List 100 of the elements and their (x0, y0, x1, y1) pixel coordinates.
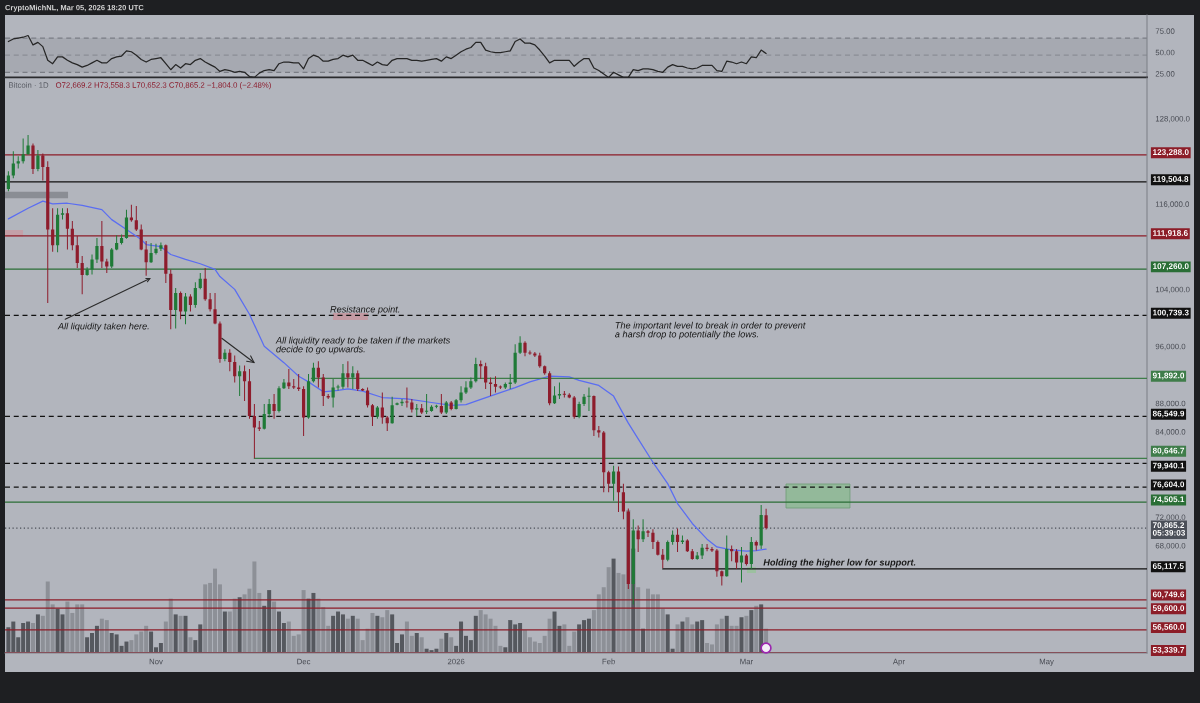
candlestick (159, 242, 163, 251)
candlestick (641, 519, 645, 542)
bar (473, 615, 478, 653)
bar (375, 615, 380, 653)
bar (311, 592, 316, 653)
bar (104, 620, 109, 653)
bar (85, 637, 90, 653)
bar (444, 632, 449, 653)
ref-line-label: 59,600.0 (1152, 605, 1185, 613)
ref-line-label: 107,260.0 (1153, 263, 1189, 271)
bar (739, 617, 744, 653)
annotation: All liquidity taken here. (57, 322, 149, 332)
candlestick (36, 149, 40, 172)
candlestick (646, 529, 650, 537)
annotation: All liquidity ready to be taken if the markets decide to go upwards. (275, 336, 451, 355)
bar (680, 621, 685, 653)
ref-line-label: 53,339.7 (1152, 646, 1185, 654)
ref-line-label: 86,549.9 (1152, 410, 1185, 418)
bar (547, 618, 552, 653)
bar (188, 637, 193, 653)
candlestick (60, 208, 65, 220)
bar (414, 632, 419, 653)
candlestick (533, 351, 537, 357)
bar (577, 624, 582, 653)
ref-line-label: 76,604.0 (1152, 481, 1185, 489)
ref-line-label: 60,749.6 (1152, 591, 1185, 599)
bar (562, 624, 567, 653)
bar (183, 615, 188, 653)
bar (754, 605, 759, 653)
candlestick (562, 391, 566, 398)
bar (749, 610, 754, 653)
bar (316, 598, 321, 653)
candlestick (26, 134, 30, 155)
bar (439, 638, 444, 653)
bar (724, 615, 729, 653)
ref-line-label: 119,504.8 (1153, 176, 1189, 184)
bar (237, 597, 242, 653)
bar (272, 601, 277, 653)
candlestick (154, 243, 158, 255)
candlestick (464, 381, 468, 394)
annotation: Holding the higher low for support. (763, 558, 916, 568)
annotation: Resistance point. (330, 305, 400, 315)
ref-line-label: 70,865.2 05:39:03 (1152, 522, 1186, 536)
candlestick (292, 379, 296, 389)
bar (744, 615, 749, 653)
ref-line-label: 74,505.1 (1152, 496, 1185, 504)
candlestick (582, 393, 586, 407)
ref-line-label: 111,918.6 (1153, 230, 1188, 238)
bar (149, 631, 154, 653)
candlestick (95, 238, 99, 264)
candlestick (405, 387, 409, 408)
bar (685, 617, 690, 653)
bar (719, 618, 724, 653)
bar (350, 615, 355, 653)
candlestick (459, 386, 463, 403)
bar (734, 625, 739, 653)
candlestick (277, 386, 281, 413)
bar (695, 621, 700, 653)
annotation: The important level to break in order to prevent a harsh drop to potentially the lows. (615, 321, 806, 340)
candlestick (587, 387, 591, 412)
bar (340, 614, 345, 653)
bar (345, 618, 350, 653)
candlestick (710, 546, 714, 552)
bar (158, 642, 163, 653)
candlestick (425, 393, 429, 414)
bar (168, 598, 173, 653)
bar (641, 628, 646, 653)
bar (370, 612, 375, 653)
bar (65, 601, 70, 653)
bar (419, 637, 424, 653)
bar (94, 625, 99, 653)
candlestick (518, 336, 522, 355)
ref-line-label: 79,940.1 (1152, 462, 1185, 470)
bar (449, 637, 454, 653)
bar (488, 618, 493, 653)
bar (35, 614, 40, 653)
bar (616, 572, 621, 653)
ref-line-label: 123,288.0 (1153, 149, 1189, 157)
ref-line-label: 100,739.3 (1153, 309, 1189, 317)
candlestick (346, 361, 350, 388)
candlestick (272, 393, 276, 419)
candlestick (218, 321, 222, 363)
data-label: 80,646.7 (1152, 447, 1185, 455)
candlestick (351, 366, 355, 389)
candlestick (257, 421, 261, 431)
candlestick (493, 376, 498, 393)
candlestick (326, 393, 330, 399)
bar (636, 587, 641, 653)
bar (390, 614, 395, 653)
candlestick (395, 402, 399, 406)
bar (611, 558, 616, 653)
bar (586, 618, 591, 653)
bar (646, 588, 651, 653)
bar (173, 614, 178, 653)
bar (675, 624, 680, 653)
bar (30, 622, 35, 653)
candlestick (149, 243, 153, 264)
bar (705, 642, 710, 653)
bar (178, 615, 183, 653)
bar (331, 615, 336, 653)
